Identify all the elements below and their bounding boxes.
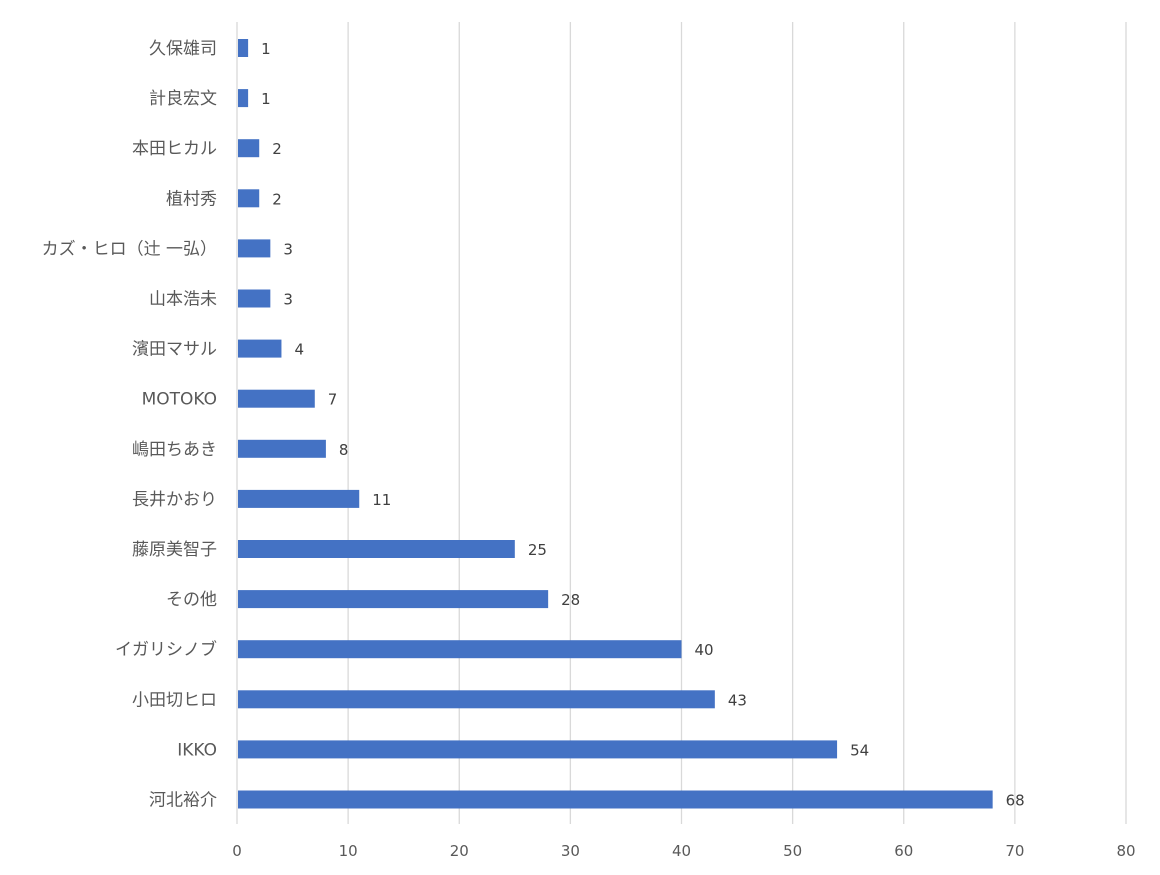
x-tick-label-80: 80 xyxy=(1116,842,1135,860)
bar-4 xyxy=(238,239,271,258)
bar-12 xyxy=(238,640,682,659)
category-label-9: 長井かおり xyxy=(132,490,217,510)
category-label-7: MOTOKO xyxy=(142,390,217,410)
bar-7 xyxy=(238,389,315,408)
data-label-12: 40 xyxy=(695,641,714,659)
data-label-2: 2 xyxy=(272,140,282,158)
data-label-0: 1 xyxy=(261,40,271,58)
data-label-7: 7 xyxy=(328,391,338,409)
bar-0 xyxy=(238,39,249,57)
category-label-11: その他 xyxy=(166,590,217,610)
category-label-0: 久保雄司 xyxy=(149,39,217,59)
category-label-4: カズ・ヒロ（辻 一弘） xyxy=(42,239,217,259)
bar-5 xyxy=(238,289,271,308)
bar-3 xyxy=(238,189,260,208)
x-tick-label-60: 60 xyxy=(894,842,913,860)
bar-1 xyxy=(238,89,249,108)
data-label-10: 25 xyxy=(528,541,547,559)
data-label-1: 1 xyxy=(261,90,271,108)
data-label-11: 28 xyxy=(561,591,580,609)
category-label-2: 本田ヒカル xyxy=(132,139,217,159)
bar-15 xyxy=(238,790,993,809)
x-tick-labels: 0 10 20 30 40 50 60 70 80 xyxy=(232,842,1135,860)
gridlines xyxy=(236,22,1127,824)
category-label-6: 濱田マサル xyxy=(132,340,217,360)
bars xyxy=(238,39,993,809)
data-label-15: 68 xyxy=(1006,792,1025,810)
x-tick-label-70: 70 xyxy=(1005,842,1024,860)
x-tick-label-0: 0 xyxy=(232,842,242,860)
category-label-5: 山本浩未 xyxy=(149,290,217,310)
bar-10 xyxy=(238,540,515,558)
bar-6 xyxy=(238,339,282,358)
x-tick-label-30: 30 xyxy=(561,842,580,860)
category-label-3: 植村秀 xyxy=(166,189,217,209)
x-tick-label-40: 40 xyxy=(672,842,691,860)
data-label-5: 3 xyxy=(283,291,293,309)
bar-8 xyxy=(238,439,326,458)
x-tick-label-50: 50 xyxy=(783,842,802,860)
bar-2 xyxy=(238,139,260,158)
category-label-10: 藤原美智子 xyxy=(132,540,217,560)
bar-13 xyxy=(238,690,715,709)
data-label-8: 8 xyxy=(339,441,349,459)
category-label-15: 河北裕介 xyxy=(149,791,217,811)
category-label-1: 計良宏文 xyxy=(149,89,217,109)
bar-9 xyxy=(238,489,360,508)
data-label-14: 54 xyxy=(850,741,869,759)
category-label-12: イガリシノブ xyxy=(115,639,217,660)
data-label-13: 43 xyxy=(728,691,747,709)
bar-14 xyxy=(238,740,838,759)
category-label-8: 嶋田ちあき xyxy=(132,440,217,460)
category-label-14: IKKO xyxy=(177,740,217,760)
x-tick-label-10: 10 xyxy=(339,842,358,860)
bar-11 xyxy=(238,590,549,609)
x-tick-label-20: 20 xyxy=(450,842,469,860)
data-label-3: 2 xyxy=(272,190,282,208)
category-label-13: 小田切ヒロ xyxy=(132,690,217,710)
data-label-6: 4 xyxy=(294,341,304,359)
data-label-9: 11 xyxy=(372,491,391,509)
data-label-4: 3 xyxy=(283,240,293,258)
